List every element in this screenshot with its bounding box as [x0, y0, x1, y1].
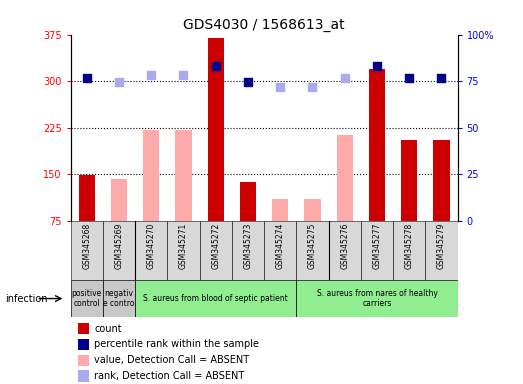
Bar	[297, 280, 458, 317]
Text: GSM345270: GSM345270	[147, 223, 156, 269]
Point	[276, 84, 285, 90]
Bar	[328, 221, 361, 280]
Text: GSM345274: GSM345274	[276, 223, 285, 269]
Point	[405, 75, 413, 81]
Point	[244, 79, 252, 85]
Bar	[297, 221, 328, 280]
Text: GSM345268: GSM345268	[82, 223, 91, 269]
Bar	[232, 221, 264, 280]
Bar	[167, 221, 200, 280]
Point	[115, 79, 123, 85]
Text: GSM345271: GSM345271	[179, 223, 188, 269]
Bar	[200, 221, 232, 280]
Bar	[78, 339, 88, 350]
Text: value, Detection Call = ABSENT: value, Detection Call = ABSENT	[94, 355, 249, 365]
Bar	[71, 280, 103, 317]
Bar	[393, 221, 425, 280]
Text: S. aureus from nares of healthy
carriers: S. aureus from nares of healthy carriers	[316, 289, 437, 308]
Bar	[240, 182, 256, 221]
Bar	[111, 179, 127, 221]
Bar	[143, 129, 160, 221]
Text: GSM345272: GSM345272	[211, 223, 220, 269]
Text: GSM345279: GSM345279	[437, 223, 446, 269]
Bar	[135, 280, 297, 317]
Bar	[434, 140, 450, 221]
Bar	[401, 140, 417, 221]
Point	[211, 63, 220, 69]
Bar	[304, 199, 321, 221]
Bar	[425, 221, 458, 280]
Bar	[71, 221, 103, 280]
Bar	[208, 38, 224, 221]
Text: negativ
e contro: negativ e contro	[103, 289, 135, 308]
Bar	[369, 69, 385, 221]
Bar	[272, 199, 288, 221]
Point	[373, 63, 381, 69]
Bar	[103, 280, 135, 317]
Bar	[78, 323, 88, 334]
Text: GSM345273: GSM345273	[244, 223, 253, 269]
Text: percentile rank within the sample: percentile rank within the sample	[94, 339, 259, 349]
Bar	[78, 371, 88, 382]
Point	[147, 72, 155, 78]
Text: infection: infection	[5, 293, 48, 304]
Bar	[175, 129, 191, 221]
Bar	[78, 354, 88, 366]
Point	[309, 84, 317, 90]
Text: GSM345269: GSM345269	[115, 223, 123, 269]
Bar	[135, 221, 167, 280]
Text: S. aureus from blood of septic patient: S. aureus from blood of septic patient	[143, 294, 288, 303]
Text: GSM345277: GSM345277	[372, 223, 381, 269]
Point	[83, 75, 91, 81]
Bar	[78, 175, 95, 221]
Bar	[103, 221, 135, 280]
Text: GSM345278: GSM345278	[405, 223, 414, 269]
Bar	[337, 135, 353, 221]
Bar	[361, 221, 393, 280]
Text: rank, Detection Call = ABSENT: rank, Detection Call = ABSENT	[94, 371, 245, 381]
Point	[340, 75, 349, 81]
Bar	[264, 221, 297, 280]
Text: GSM345275: GSM345275	[308, 223, 317, 269]
Text: count: count	[94, 324, 122, 334]
Point	[437, 75, 446, 81]
Text: GSM345276: GSM345276	[340, 223, 349, 269]
Title: GDS4030 / 1568613_at: GDS4030 / 1568613_at	[183, 18, 345, 32]
Point	[179, 72, 188, 78]
Text: positive
control: positive control	[72, 289, 102, 308]
